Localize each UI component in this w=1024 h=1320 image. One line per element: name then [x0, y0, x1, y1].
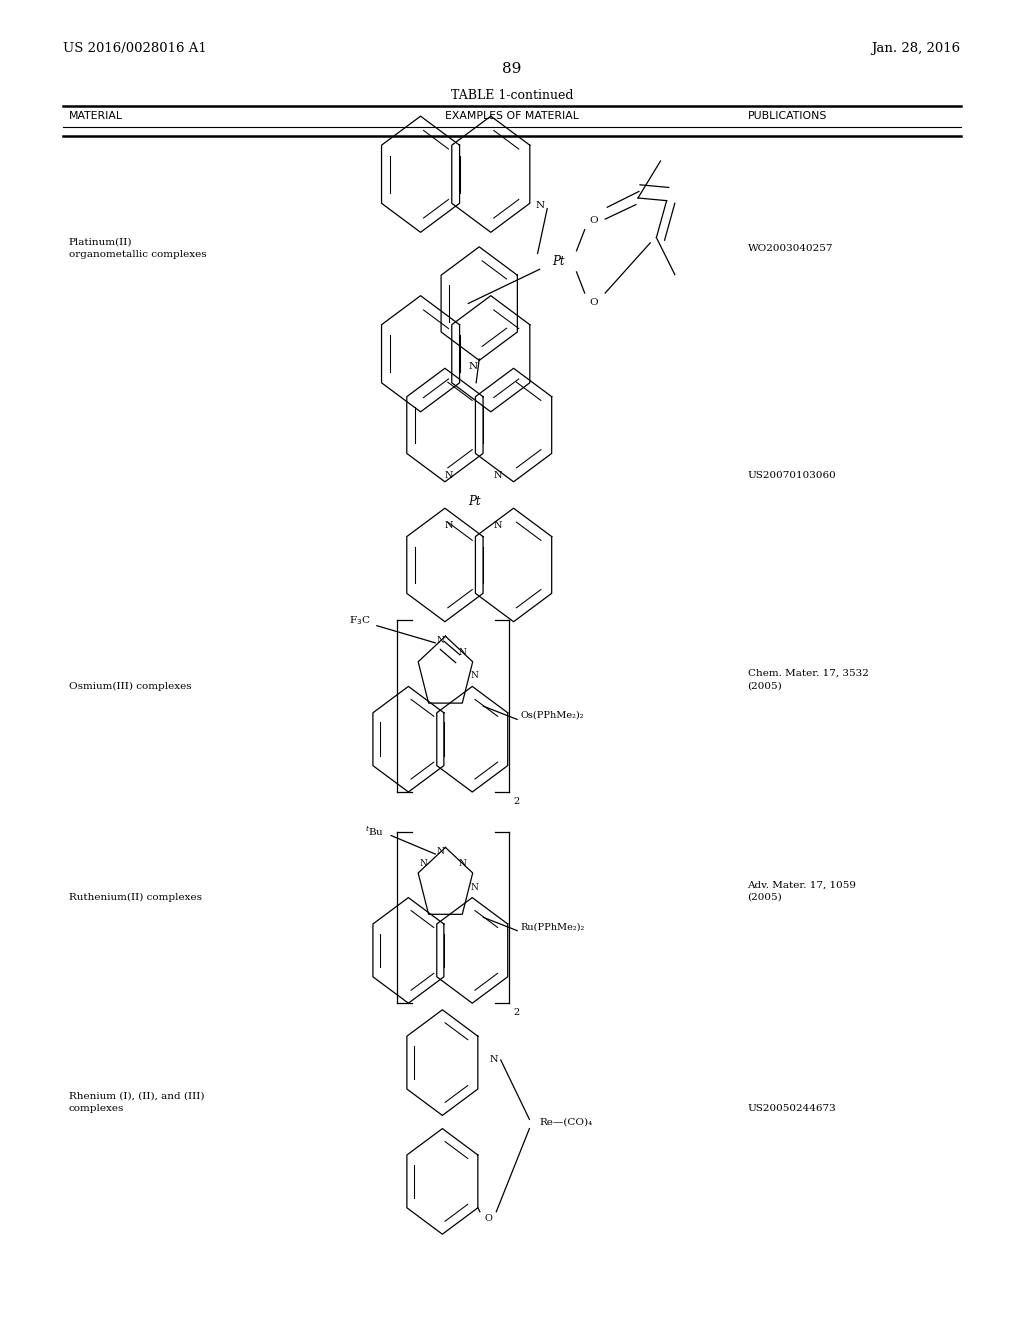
Text: N: N	[459, 859, 467, 867]
Text: N: N	[470, 883, 478, 891]
Text: WO2003040257: WO2003040257	[748, 244, 833, 252]
Text: PUBLICATIONS: PUBLICATIONS	[748, 111, 827, 121]
Text: N: N	[436, 636, 444, 644]
Text: N: N	[459, 648, 467, 656]
Text: N: N	[469, 363, 477, 371]
Text: N: N	[436, 847, 444, 855]
Text: F$_3$C: F$_3$C	[349, 614, 371, 627]
Text: US 2016/0028016 A1: US 2016/0028016 A1	[63, 42, 207, 55]
Text: US20070103060: US20070103060	[748, 471, 837, 479]
Text: Platinum(II)
organometallic complexes: Platinum(II) organometallic complexes	[69, 238, 206, 259]
Text: N: N	[444, 471, 453, 479]
Text: Osmium(III) complexes: Osmium(III) complexes	[69, 682, 191, 690]
Text: Ru(PPhMe₂)₂: Ru(PPhMe₂)₂	[520, 923, 585, 931]
Text: Adv. Mater. 17, 1059
(2005): Adv. Mater. 17, 1059 (2005)	[748, 880, 856, 902]
Text: Ruthenium(II) complexes: Ruthenium(II) complexes	[69, 894, 202, 902]
Text: US20050244673: US20050244673	[748, 1105, 837, 1113]
Text: O: O	[484, 1214, 492, 1222]
Text: O: O	[590, 216, 598, 224]
Text: Chem. Mater. 17, 3532
(2005): Chem. Mater. 17, 3532 (2005)	[748, 669, 868, 690]
Text: EXAMPLES OF MATERIAL: EXAMPLES OF MATERIAL	[445, 111, 579, 121]
Text: N: N	[470, 672, 478, 680]
Text: O: O	[590, 298, 598, 306]
Text: Pt: Pt	[552, 255, 564, 268]
Text: N: N	[494, 471, 502, 479]
Text: 89: 89	[503, 62, 521, 75]
Text: N: N	[536, 202, 545, 210]
Text: 2: 2	[513, 1008, 519, 1018]
Text: Rhenium (I), (II), and (III)
complexes: Rhenium (I), (II), and (III) complexes	[69, 1092, 204, 1113]
Text: $^t$Bu: $^t$Bu	[365, 825, 384, 838]
Text: N: N	[489, 1056, 498, 1064]
Text: MATERIAL: MATERIAL	[69, 111, 123, 121]
Text: 2: 2	[513, 797, 519, 807]
Text: Pt: Pt	[468, 495, 480, 508]
Text: TABLE 1-continued: TABLE 1-continued	[451, 88, 573, 102]
Text: N: N	[494, 521, 502, 529]
Text: Jan. 28, 2016: Jan. 28, 2016	[871, 42, 961, 55]
Text: Re—(CO)₄: Re—(CO)₄	[540, 1118, 593, 1126]
Text: N: N	[444, 521, 453, 529]
Text: N: N	[420, 859, 428, 867]
Text: Os(PPhMe₂)₂: Os(PPhMe₂)₂	[520, 711, 584, 719]
